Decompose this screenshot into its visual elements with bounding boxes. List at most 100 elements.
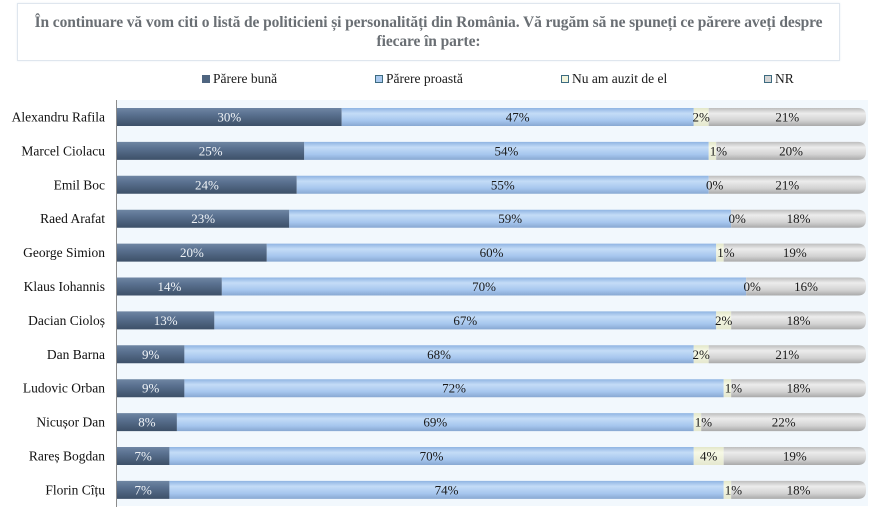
data-label-nr-marcel-ciolacu: 20% <box>779 143 803 158</box>
bar-parere-buna-nicusor-dan <box>117 413 177 432</box>
bar-parere-buna-dacian-ciolos <box>117 311 215 330</box>
data-label-parere-buna-rares-bogdan: 7% <box>135 449 153 464</box>
category-label-george-simion: George Simion <box>23 245 105 260</box>
bar-nu-am-auzit-de-el-dacian-ciolos <box>716 311 732 330</box>
bar-nr-raed-arafat <box>731 209 866 228</box>
legend-item-parere-buna: Părere bună <box>202 71 277 87</box>
bar-parere-proasta-emil-boc <box>296 175 709 194</box>
category-label-marcel-ciolacu: Marcel Ciolacu <box>21 143 105 158</box>
data-label-parere-buna-george-simion: 20% <box>180 245 204 260</box>
bar-parere-buna-florin-citu <box>117 480 170 499</box>
data-label-nu-am-auzit-de-el-rares-bogdan: 4% <box>700 449 718 464</box>
bar-parere-proasta-alexandru-rafila <box>341 108 694 126</box>
bar-parere-proasta-klaus-iohannis <box>221 277 747 296</box>
bar-nr-emil-boc <box>708 175 866 194</box>
bar-parere-buna-george-simion <box>117 243 267 262</box>
bar-nu-am-auzit-de-el-rares-bogdan <box>693 447 724 465</box>
data-label-parere-proasta-dan-barna: 68% <box>427 347 451 362</box>
plot-area <box>116 100 868 506</box>
bar-nr-klaus-iohannis <box>746 277 866 296</box>
data-label-parere-proasta-raed-arafat: 59% <box>498 211 522 226</box>
category-label-dan-barna: Dan Barna <box>47 347 105 362</box>
bar-nr-dacian-ciolos <box>731 311 866 330</box>
data-label-parere-proasta-klaus-iohannis: 70% <box>472 279 496 294</box>
bars <box>117 108 866 499</box>
data-label-parere-buna-emil-boc: 24% <box>195 177 219 192</box>
data-label-parere-proasta-florin-citu: 74% <box>435 482 459 497</box>
data-label-parere-proasta-rares-bogdan: 70% <box>420 449 444 464</box>
bar-parere-proasta-dan-barna <box>184 345 694 364</box>
bar-parere-buna-rares-bogdan <box>117 447 170 465</box>
bar-parere-proasta-marcel-ciolacu <box>304 141 709 160</box>
bar-parere-buna-klaus-iohannis <box>117 277 222 296</box>
data-label-nr-alexandru-rafila: 21% <box>775 110 799 125</box>
bar-nr-nicusor-dan <box>701 413 866 432</box>
legend-swatch-nr <box>764 75 772 83</box>
bar-parere-buna-emil-boc <box>117 175 297 194</box>
category-label-klaus-iohannis: Klaus Iohannis <box>24 279 105 294</box>
category-label-emil-boc: Emil Boc <box>54 177 105 192</box>
bar-parere-buna-dan-barna <box>117 345 185 364</box>
bar-parere-proasta-florin-citu <box>169 480 724 499</box>
category-label-dacian-ciolos: Dacian Cioloș <box>28 313 105 328</box>
bar-parere-proasta-george-simion <box>266 243 717 262</box>
data-label-parere-proasta-alexandru-rafila: 47% <box>506 110 530 125</box>
data-label-nr-nicusor-dan: 22% <box>772 415 796 430</box>
data-label-parere-buna-dan-barna: 9% <box>142 347 160 362</box>
data-label-parere-proasta-dacian-ciolos: 67% <box>453 313 477 328</box>
chart-title: În continuare vă vom citi o listă de pol… <box>34 14 823 50</box>
data-labels: 30% 47% 2% 21% 25% 54% 1% 20% 24% 55% 0% 21% 23% 59% 0… <box>135 110 819 498</box>
category-label-florin-citu: Florin Cîțu <box>45 482 105 497</box>
data-label-nu-am-auzit-de-el-emil-boc: 0% <box>706 177 724 192</box>
data-label-parere-proasta-marcel-ciolacu: 54% <box>495 143 519 158</box>
bar-nu-am-auzit-de-el-ludovic-orban <box>723 379 732 398</box>
legend-item-parere-proasta: Părere proastă <box>375 71 463 87</box>
bar-nu-am-auzit-de-el-marcel-ciolacu <box>708 141 717 160</box>
data-label-parere-buna-raed-arafat: 23% <box>191 211 215 226</box>
legend: Părere bună Părere proastă Nu am auzit d… <box>0 71 884 91</box>
data-label-parere-proasta-emil-boc: 55% <box>491 177 515 192</box>
chart-title-box: În continuare vă vom citi o listă de pol… <box>17 3 840 61</box>
data-label-nr-george-simion: 19% <box>783 245 807 260</box>
data-label-parere-proasta-george-simion: 60% <box>480 245 504 260</box>
legend-swatch-parere-proasta <box>375 75 383 83</box>
data-label-nu-am-auzit-de-el-ludovic-orban: 1% <box>725 381 743 396</box>
bar-nr-florin-citu <box>731 480 866 499</box>
bar-parere-proasta-ludovic-orban <box>184 379 724 398</box>
data-label-nr-dacian-ciolos: 18% <box>787 313 811 328</box>
data-label-nr-raed-arafat: 18% <box>787 211 811 226</box>
legend-label-parere-proasta: Părere proastă <box>386 71 463 86</box>
bar-parere-proasta-dacian-ciolos <box>214 311 717 330</box>
data-label-nr-dan-barna: 21% <box>775 347 799 362</box>
bar-nu-am-auzit-de-el-george-simion <box>716 243 724 262</box>
legend-swatch-parere-buna <box>202 75 210 83</box>
category-label-rares-bogdan: Rareș Bogdan <box>29 449 105 464</box>
data-label-parere-buna-alexandru-rafila: 30% <box>217 110 241 125</box>
data-label-nu-am-auzit-de-el-alexandru-rafila: 2% <box>693 110 711 125</box>
data-label-nu-am-auzit-de-el-dan-barna: 2% <box>693 347 711 362</box>
category-label-ludovic-orban: Ludovic Orban <box>23 381 105 396</box>
data-label-nu-am-auzit-de-el-george-simion: 1% <box>717 245 735 260</box>
bar-nr-george-simion <box>723 243 866 262</box>
data-label-parere-buna-marcel-ciolacu: 25% <box>199 143 223 158</box>
bar-nr-rares-bogdan <box>723 447 866 465</box>
data-label-nr-rares-bogdan: 19% <box>783 449 807 464</box>
legend-label-nr: NR <box>775 71 794 86</box>
data-label-parere-buna-nicusor-dan: 8% <box>138 415 156 430</box>
bar-nu-am-auzit-de-el-alexandru-rafila <box>693 108 709 126</box>
category-label-raed-arafat: Raed Arafat <box>40 211 105 226</box>
data-label-nr-florin-citu: 18% <box>787 482 811 497</box>
bar-parere-buna-marcel-ciolacu <box>117 141 305 160</box>
legend-swatch-nu-am-auzit <box>561 75 569 83</box>
data-label-nr-klaus-iohannis: 16% <box>794 279 818 294</box>
category-label-nicusor-dan: Nicușor Dan <box>36 415 105 430</box>
bar-nu-am-auzit-de-el-nicusor-dan <box>693 413 702 432</box>
data-label-parere-buna-dacian-ciolos: 13% <box>154 313 178 328</box>
data-label-nu-am-auzit-de-el-marcel-ciolacu: 1% <box>710 143 728 158</box>
data-label-parere-buna-florin-citu: 7% <box>135 482 153 497</box>
bar-parere-buna-alexandru-rafila <box>117 108 342 126</box>
legend-item-nu-am-auzit: Nu am auzit de el <box>561 71 667 87</box>
data-label-parere-buna-ludovic-orban: 9% <box>142 381 160 396</box>
bar-nr-marcel-ciolacu <box>716 141 866 160</box>
